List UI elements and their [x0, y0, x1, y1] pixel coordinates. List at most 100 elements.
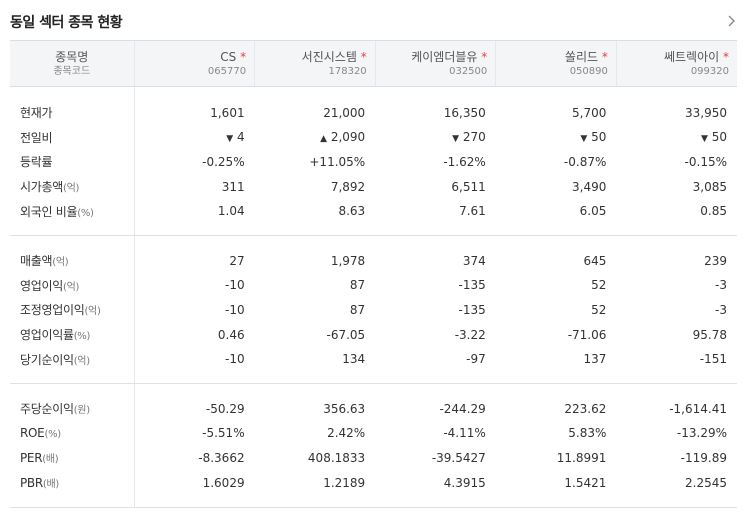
row-label: PBR [20, 476, 43, 491]
value-cell: -3 [616, 298, 737, 323]
table-row: 현재가 1,601 21,000 16,350 5,700 33,950 [10, 100, 737, 126]
company-name-link[interactable]: 서진시스템 [301, 49, 357, 64]
cell-value: 2.42% [327, 426, 366, 441]
chevron-right-icon[interactable] [724, 14, 738, 28]
cell-value: 6,511 [451, 179, 486, 194]
table-row: 전일비 ▼ 4 ▲ 2,090 ▼ 270 ▼ 50 ▼ 50 [10, 125, 737, 150]
company-header: CS * 065770 [133, 40, 255, 87]
cell-value: -4.11% [443, 426, 486, 441]
row-unit: (억) [84, 306, 101, 318]
row-label-cell: 현재가 [10, 100, 135, 126]
row-label: PER [20, 451, 43, 466]
spacer-row [10, 223, 737, 236]
cell-value: 408.1833 [307, 450, 366, 465]
required-star: * [481, 49, 488, 64]
row-unit: (%) [44, 429, 61, 441]
cell-value: -50.29 [205, 401, 245, 416]
cell-value: 16,350 [443, 105, 486, 120]
value-cell: 0.85 [616, 199, 737, 224]
group-divider [10, 235, 737, 237]
cell-value: 1.04 [217, 204, 245, 219]
row-label-cell: 영업이익률(%) [10, 322, 135, 347]
row-unit: (억) [73, 355, 90, 367]
value-cell: -244.29 [375, 396, 496, 421]
value-cell: ▲ 2,090 [255, 125, 376, 150]
value-cell: 1,978 [255, 248, 376, 273]
cell-value: 33,950 [685, 105, 727, 120]
value-cell: 408.1833 [255, 446, 376, 471]
value-cell: -5.51% [134, 421, 255, 446]
cell-value: +11.05% [309, 154, 366, 169]
company-name-link[interactable]: CS [220, 49, 237, 64]
row-label: 시가총액 [20, 180, 63, 195]
cell-value: 52 [591, 302, 607, 317]
row-label: 당기순이익 [20, 352, 74, 367]
row-unit: (%) [73, 331, 91, 343]
cell-value: -135 [458, 278, 486, 293]
cell-value: 2.2545 [685, 475, 727, 490]
section-header: 동일 섹터 종목 현황 [0, 0, 748, 40]
row-label-cell: PER(배) [10, 445, 135, 471]
value-cell: -4.11% [375, 421, 496, 446]
cell-value: 50 [711, 130, 727, 145]
company-name-link[interactable]: 케이엠더블유 [411, 49, 478, 64]
row-label: 주당순이익 [20, 402, 74, 417]
cell-value: 137 [583, 352, 607, 367]
value-cell: 1.2189 [255, 470, 376, 495]
header-stock-code-label: 종목코드 [53, 65, 91, 77]
row-label-cell: 당기순이익(억) [10, 346, 135, 372]
cell-value: -0.25% [202, 154, 245, 169]
cell-value: -39.5427 [431, 450, 486, 465]
value-cell: -151 [616, 347, 737, 372]
row-label-cell: 전일비 [10, 125, 135, 150]
value-cell: -135 [375, 273, 496, 298]
triangle-down-icon: ▼ [452, 134, 460, 145]
cell-value: 356.63 [323, 401, 366, 416]
cell-value: -0.15% [684, 154, 727, 169]
cell-value: 311 [221, 179, 245, 194]
value-cell: 3,085 [616, 174, 737, 199]
cell-value: -5.51% [202, 426, 245, 441]
cell-value: -3.22 [454, 327, 486, 342]
value-cell: -1.62% [375, 150, 496, 175]
value-cell: 1.5421 [496, 470, 617, 495]
cell-value: -151 [699, 352, 727, 367]
value-cell: 1.6029 [134, 470, 255, 495]
row-unit: (억) [62, 183, 80, 195]
value-cell: ▼ 270 [375, 125, 496, 150]
cell-value: 4 [236, 130, 245, 145]
value-cell: 16,350 [375, 101, 496, 126]
value-cell: 95.78 [616, 322, 737, 347]
company-name-link[interactable]: 쏠리드 [564, 49, 599, 64]
group-divider [10, 506, 737, 508]
value-cell: 27 [134, 248, 255, 273]
spacer-row [10, 384, 737, 397]
triangle-down-icon: ▼ [580, 134, 588, 145]
cell-value: 0.46 [217, 327, 245, 342]
cell-value: -119.89 [680, 450, 727, 465]
cell-value: 270 [462, 130, 486, 145]
value-cell: 311 [134, 174, 255, 199]
group-divider [10, 383, 737, 385]
row-unit: (원) [73, 405, 90, 417]
cell-value: 239 [704, 253, 727, 268]
value-cell: 7.61 [375, 199, 496, 224]
value-cell: -71.06 [496, 322, 617, 347]
required-star: * [240, 49, 247, 64]
required-star: * [723, 49, 729, 64]
value-cell: -135 [375, 298, 496, 323]
row-unit: (%) [77, 207, 94, 219]
value-cell: -3 [616, 273, 737, 298]
company-header: 쎄트렉아이 * 099320 [615, 40, 737, 87]
triangle-down-icon: ▼ [700, 134, 708, 145]
value-cell: 11.8991 [496, 446, 617, 471]
triangle-up-icon: ▲ [320, 134, 327, 145]
company-name-link[interactable]: 쎄트렉아이 [663, 49, 720, 64]
company-header: 서진시스템 * 178320 [254, 40, 376, 87]
value-cell: 5.83% [496, 421, 617, 446]
cell-value: -3 [715, 302, 727, 317]
cell-value: 374 [462, 253, 486, 268]
table-row: ROE(%) -5.51% 2.42% -4.11% 5.83% -13.29% [10, 421, 737, 446]
company-code: 032500 [449, 65, 488, 77]
company-code: 099320 [690, 65, 729, 77]
